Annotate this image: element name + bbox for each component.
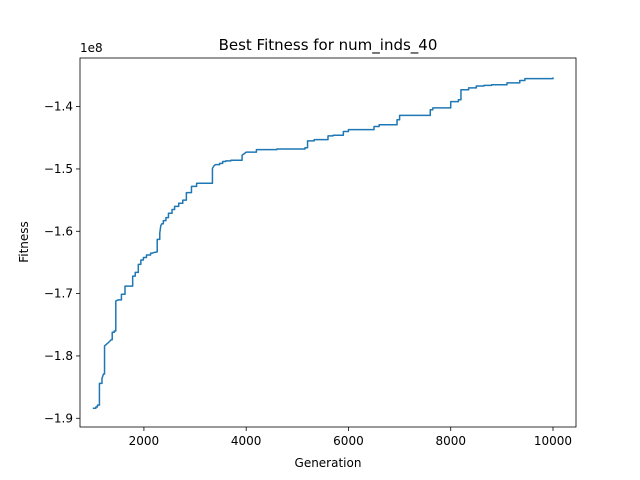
x-axis: 2000 4000 6000 8000 10000 [129, 427, 572, 448]
plot-frame [79, 57, 577, 428]
y-tick-label: −1.5 [44, 162, 73, 176]
x-tick-label: 8000 [435, 434, 466, 448]
y-axis-label: Fitness [17, 221, 31, 263]
y-tick-label: −1.7 [44, 287, 73, 301]
x-tick-label: 4000 [231, 434, 262, 448]
y-tick-label: −1.8 [44, 349, 73, 363]
x-tick-label: 10000 [534, 434, 572, 448]
y-tick-label: −1.9 [44, 411, 73, 425]
y-tick-label: −1.6 [44, 224, 73, 238]
x-tick-label: 2000 [129, 434, 160, 448]
y-axis: −1.9 −1.8 −1.7 −1.6 −1.5 −1.4 [44, 100, 80, 425]
chart-title: Best Fitness for num_inds_40 [219, 36, 438, 55]
x-axis-label: Generation [295, 456, 362, 470]
y-offset-label: 1e8 [80, 41, 103, 55]
series-line [92, 77, 554, 410]
x-tick-label: 6000 [333, 434, 364, 448]
y-tick-label: −1.4 [44, 100, 73, 114]
